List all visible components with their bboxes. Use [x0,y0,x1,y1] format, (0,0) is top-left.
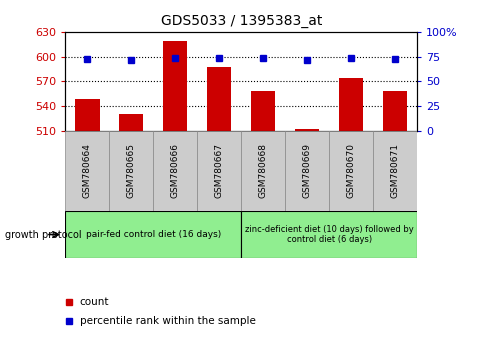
Text: GSM780669: GSM780669 [302,143,311,198]
Bar [109,131,153,211]
Bar [241,131,285,211]
Bar [75,99,99,131]
Bar [285,131,329,211]
Text: GSM780668: GSM780668 [258,143,267,198]
Text: GSM780666: GSM780666 [170,143,180,198]
Bar [382,91,407,131]
Bar [153,131,197,211]
Text: count: count [79,297,109,307]
Bar [338,78,363,131]
Text: GSM780665: GSM780665 [127,143,136,198]
Bar [197,131,241,211]
Text: GSM780671: GSM780671 [390,143,399,198]
Text: percentile rank within the sample: percentile rank within the sample [79,316,255,326]
Bar [329,131,372,211]
Bar [163,41,187,131]
Text: GSM780664: GSM780664 [83,143,92,198]
Bar [251,91,275,131]
Bar [207,67,231,131]
Bar [65,211,241,258]
Bar [295,129,318,131]
Text: pair-fed control diet (16 days): pair-fed control diet (16 days) [86,230,221,239]
Title: GDS5033 / 1395383_at: GDS5033 / 1395383_at [160,14,321,28]
Bar [119,114,143,131]
Text: GSM780667: GSM780667 [214,143,223,198]
Text: GSM780670: GSM780670 [346,143,355,198]
Bar [372,131,416,211]
Bar [241,211,416,258]
Text: growth protocol: growth protocol [5,229,81,240]
Text: zinc-deficient diet (10 days) followed by
control diet (6 days): zinc-deficient diet (10 days) followed b… [244,225,413,244]
Bar [65,131,109,211]
